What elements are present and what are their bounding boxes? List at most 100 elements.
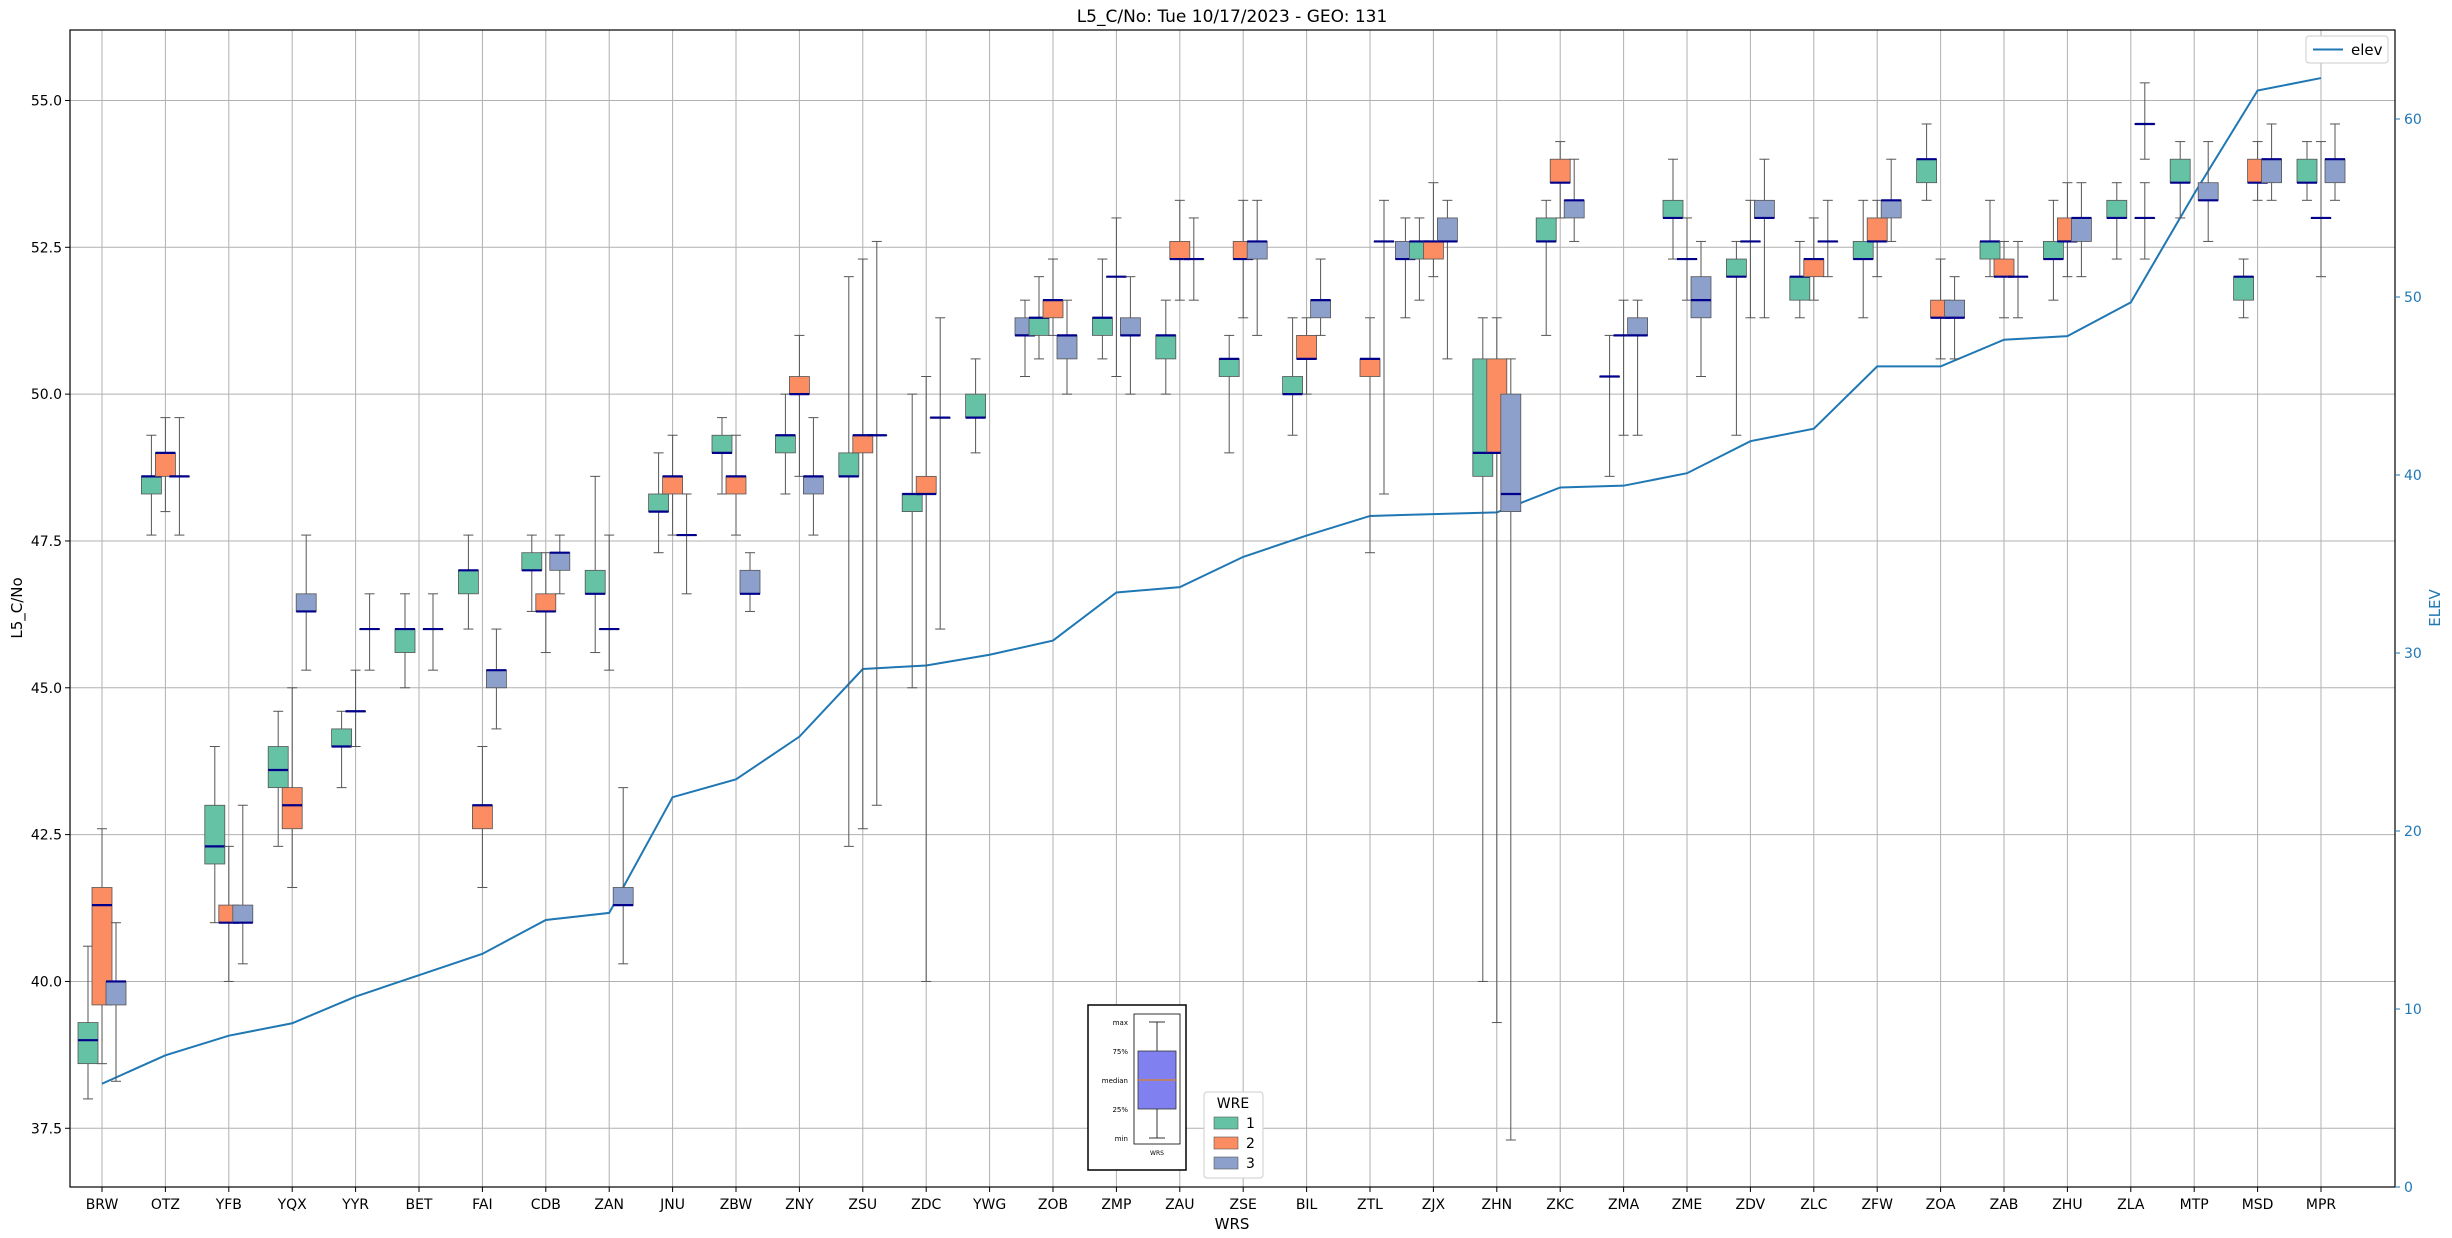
box-bet-wre1 <box>394 593 416 689</box>
y-right-tick-label: 60 <box>2404 112 2422 128</box>
box-zab-wre1 <box>1979 199 2001 278</box>
box-zdv-wre3 <box>1754 158 1775 319</box>
box-zfw-wre2 <box>1866 199 1888 278</box>
x-tick-label: BET <box>405 1197 432 1213</box>
box-body <box>803 475 824 495</box>
x-tick-label: BIL <box>1296 1197 1318 1213</box>
box-key-inset: max 75% median 25% min WRS <box>1087 1004 1187 1171</box>
box-body <box>1500 393 1522 512</box>
box-mtp-wre3 <box>2197 141 2219 242</box>
x-tick-label: ZDC <box>911 1197 941 1213</box>
box-zob-wre2 <box>1042 258 1064 336</box>
box-zmp-wre3 <box>1120 276 1141 395</box>
box-body <box>204 804 226 865</box>
box-zma-wre1 <box>1599 334 1620 477</box>
box-body <box>267 746 289 789</box>
elev-legend: elev <box>2305 35 2389 64</box>
box-zmp-wre1 <box>1092 258 1113 360</box>
x-tick-label: ZBW <box>720 1197 753 1213</box>
box-body <box>2169 158 2191 184</box>
box-body <box>1296 335 1317 360</box>
wre-legend-label-2: 2 <box>1246 1136 1255 1152</box>
x-tick-label: ZLC <box>1800 1197 1827 1213</box>
y-axis-label: L5_C/No <box>8 577 27 638</box>
box-body <box>2296 158 2318 184</box>
box-zdv-wre1 <box>1726 240 1747 436</box>
box-body <box>1056 335 1078 360</box>
y-right-tick-label: 40 <box>2404 468 2422 484</box>
box-body <box>154 452 176 477</box>
box-key-label-q1: 25% <box>1112 1106 1128 1114</box>
box-mpr-wre3 <box>2324 123 2346 201</box>
box-layer <box>77 82 2346 1141</box>
y-right-tick-label: 30 <box>2404 646 2422 662</box>
box-zla-wre3 <box>2134 182 2156 260</box>
box-zny-wre3 <box>803 417 824 536</box>
grid-layer <box>70 30 2395 1187</box>
x-tick-label: YFB <box>215 1197 242 1213</box>
box-key-label-min: min <box>1115 1135 1128 1143</box>
box-body <box>1092 317 1113 336</box>
box-body <box>739 569 761 595</box>
wre-legend-label-1: 1 <box>1246 1116 1255 1132</box>
box-body <box>838 452 860 477</box>
box-body <box>1120 317 1141 336</box>
box-zbw-wre3 <box>739 552 761 612</box>
x-tick-label: JNU <box>659 1197 685 1213</box>
box-msd-wre1 <box>2233 258 2255 319</box>
box-zan-wre2 <box>598 534 620 671</box>
x-tick-label: YYR <box>341 1197 369 1213</box>
box-zan-wre3 <box>612 787 634 965</box>
box-body <box>1549 158 1571 184</box>
box-zkc-wre1 <box>1535 199 1557 336</box>
box-body <box>711 434 733 454</box>
box-body <box>1282 376 1303 395</box>
box-yyr-wre3 <box>359 593 381 671</box>
box-zsu-wre2 <box>852 258 874 830</box>
box-zse-wre1 <box>1218 334 1240 454</box>
box-otz-wre3 <box>168 417 190 536</box>
y-right-tick-label: 20 <box>2404 824 2422 840</box>
x-tick-label: ZOA <box>1926 1197 1956 1213</box>
box-key-label-median: median <box>1102 1077 1128 1085</box>
wre-legend-title: WRE <box>1217 1096 1249 1112</box>
y-tick-label: 45.0 <box>31 681 62 697</box>
box-zdc-wre3 <box>929 317 951 630</box>
box-body <box>1028 317 1050 336</box>
wre-legend-swatch-2 <box>1213 1136 1239 1150</box>
y-right-tick-label: 50 <box>2404 290 2422 306</box>
x-tick-label: MPR <box>2306 1197 2337 1213</box>
x-tick-label: MTP <box>2180 1197 2209 1213</box>
box-body <box>105 981 127 1006</box>
box-zla-wre1 <box>2106 182 2128 260</box>
box-zbw-wre1 <box>711 417 733 495</box>
box-zdv-wre2 <box>1740 199 1761 319</box>
box-body <box>789 376 810 395</box>
box-mpr-wre1 <box>2296 141 2318 201</box>
box-key-xlabel: WRS <box>1150 1150 1164 1157</box>
box-zoa-wre3 <box>1944 276 1965 360</box>
box-bil-wre1 <box>1282 317 1303 436</box>
box-zan-wre1 <box>584 475 606 654</box>
box-jnu-wre1 <box>648 452 669 554</box>
x-tick-label: CDB <box>531 1197 561 1213</box>
box-body <box>281 787 303 830</box>
box-body <box>232 904 254 924</box>
y-tick-label: 52.5 <box>31 240 62 256</box>
box-body <box>140 475 162 495</box>
plot-frame <box>69 29 2396 1188</box>
box-brw-wre1 <box>77 945 99 1100</box>
box-body <box>1789 276 1811 301</box>
box-zny-wre1 <box>775 393 796 495</box>
box-body <box>1662 199 1684 219</box>
box-zdc-wre2 <box>915 376 937 982</box>
box-body <box>2043 241 2064 260</box>
x-tick-label: ZME <box>1672 1197 1703 1213</box>
box-mtp-wre1 <box>2169 141 2191 219</box>
y-tick-label: 47.5 <box>31 534 62 550</box>
y-tick-label: 55.0 <box>31 93 62 109</box>
wre-legend-label-3: 3 <box>1246 1156 1255 1172</box>
box-body <box>1155 335 1177 360</box>
x-tick-label: ZTL <box>1357 1197 1383 1213</box>
